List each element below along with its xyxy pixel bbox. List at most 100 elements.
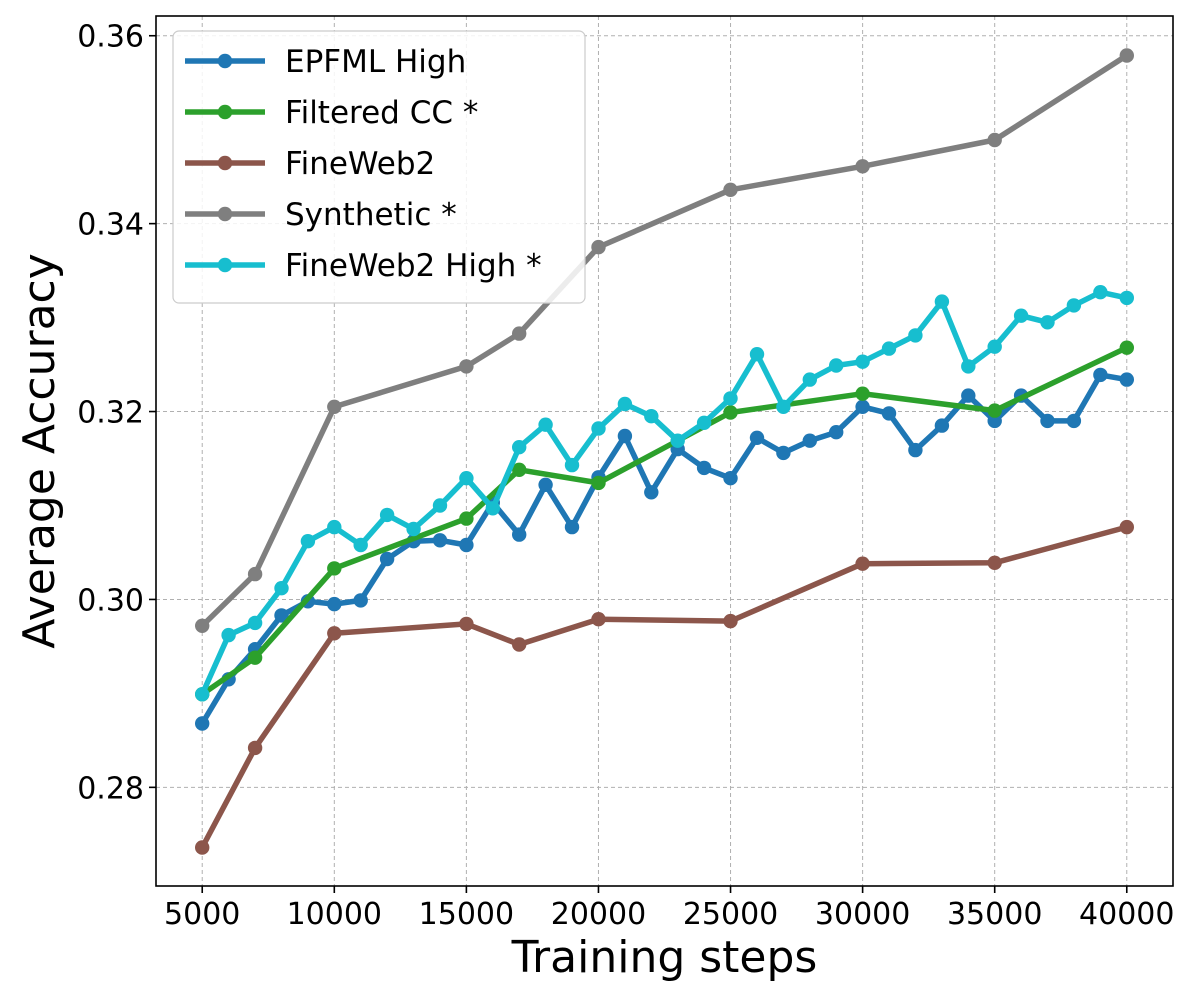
data-point [881, 341, 897, 356]
data-point [776, 445, 791, 461]
data-point [195, 716, 210, 731]
y-tick-label: 0.30 [77, 583, 144, 618]
y-tick-label: 0.36 [77, 20, 144, 55]
legend-swatch-marker [217, 104, 233, 120]
legend-label: Filtered CC * [285, 95, 478, 131]
data-point [327, 596, 342, 612]
series-layer [195, 48, 1135, 855]
data-point [855, 386, 870, 401]
data-point [459, 616, 474, 632]
data-point [644, 485, 659, 500]
legend-label: FineWeb2 High * [285, 248, 542, 284]
data-point [855, 399, 870, 414]
data-point [802, 433, 817, 448]
grid-lines [156, 16, 1173, 886]
legend-swatch-marker [217, 155, 233, 171]
data-point [459, 471, 474, 486]
data-point [300, 534, 316, 549]
data-point [934, 418, 950, 433]
data-point [1093, 367, 1108, 383]
data-point [749, 347, 765, 362]
series-1 [195, 340, 1135, 702]
series-line [199, 524, 1130, 851]
data-point [696, 460, 712, 476]
data-point [1119, 340, 1135, 355]
data-point [538, 477, 553, 492]
x-tick-label: 25000 [683, 897, 778, 932]
data-point [617, 428, 633, 444]
legend-swatch-marker [217, 206, 233, 222]
legend-swatch-marker [217, 53, 233, 69]
legend-label: FineWeb2 [285, 146, 435, 182]
x-tick-label: 5000 [164, 897, 240, 932]
data-point [327, 519, 342, 535]
data-point [274, 581, 289, 596]
data-point [1040, 413, 1055, 429]
x-tick-label: 20000 [551, 897, 646, 932]
legend: EPFML High Filtered CC * FineWeb2 Synthetic… [172, 30, 586, 304]
x-tick-label: 30000 [815, 897, 910, 932]
data-point [485, 501, 500, 516]
data-point [591, 612, 606, 627]
data-point [512, 326, 527, 341]
series-line [199, 344, 1130, 698]
data-point [274, 608, 289, 623]
data-point [987, 403, 1002, 418]
data-point [538, 417, 553, 432]
data-point [987, 339, 1002, 354]
data-point [881, 406, 897, 421]
x-tick-label: 35000 [947, 897, 1042, 932]
data-point [1066, 298, 1082, 313]
x-tick-label: 10000 [287, 897, 382, 932]
data-point [512, 440, 527, 455]
data-point [459, 511, 474, 526]
data-point [855, 159, 870, 174]
data-point [829, 425, 844, 440]
data-point [776, 399, 791, 414]
data-point [512, 637, 527, 652]
data-point [696, 415, 712, 430]
data-point [195, 840, 210, 855]
series-4 [195, 285, 1135, 702]
legend-label: EPFML High [285, 44, 466, 80]
data-point [564, 519, 580, 535]
data-point [512, 462, 527, 477]
data-point [1119, 290, 1135, 306]
data-point [564, 457, 580, 473]
y-axis-title: Average Accuracy [14, 253, 65, 649]
data-point [327, 626, 342, 641]
data-point [723, 471, 738, 486]
data-point [723, 613, 738, 629]
data-point [247, 740, 263, 756]
data-point [961, 359, 976, 374]
legend-swatch-marker [217, 257, 233, 273]
legend-label: Synthetic * [285, 197, 457, 233]
data-point [855, 556, 870, 571]
data-point [406, 521, 421, 537]
data-point [195, 687, 210, 702]
series-2 [195, 519, 1135, 855]
data-point [908, 328, 923, 343]
data-point [802, 372, 817, 387]
data-point [723, 405, 738, 420]
x-tick-label: 40000 [1079, 897, 1174, 932]
data-point [934, 294, 950, 309]
data-point [987, 413, 1002, 429]
y-tick-label: 0.28 [77, 771, 144, 806]
y-tick-label: 0.34 [77, 208, 144, 243]
data-point [512, 527, 527, 542]
data-point [961, 388, 976, 403]
data-point [670, 433, 685, 448]
data-point [432, 498, 448, 513]
data-point [591, 239, 606, 255]
data-point [353, 593, 368, 608]
data-point [987, 132, 1002, 148]
y-tick-label: 0.32 [77, 396, 144, 431]
legend-box [172, 30, 586, 304]
data-point [353, 537, 368, 553]
data-point [591, 475, 606, 491]
data-point [1119, 372, 1135, 387]
data-point [908, 442, 923, 458]
data-point [1066, 413, 1082, 429]
